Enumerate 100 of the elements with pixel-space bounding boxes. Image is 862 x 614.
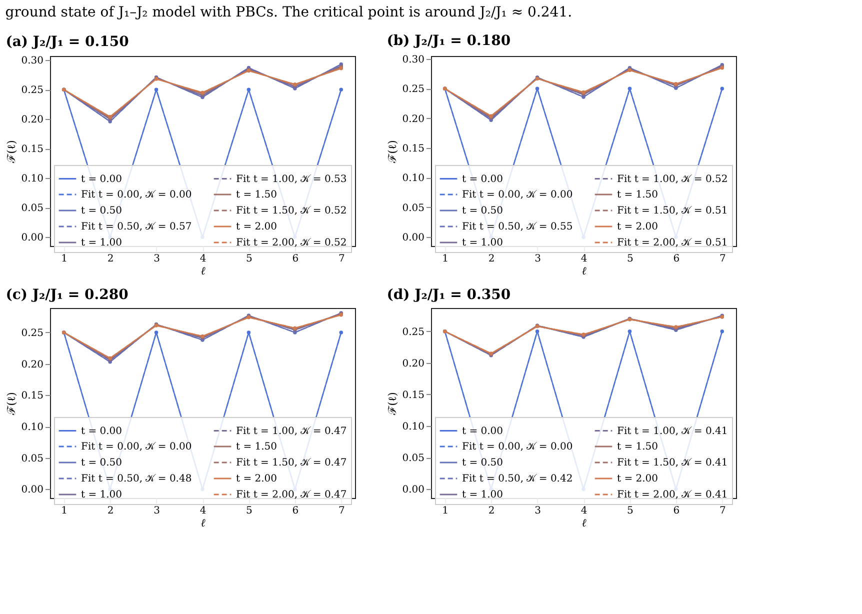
legend-label: Fit t = 1.50, 𝒦 = 0.51 — [617, 206, 728, 216]
x-tick-label: 7 — [338, 506, 345, 516]
chart-title: (b) J₂/J₁ = 0.180 — [386, 32, 511, 49]
x-tick-label: 4 — [200, 506, 206, 516]
legend-label: Fit t = 1.00, 𝒦 = 0.47 — [236, 426, 347, 437]
x-tick-label: 3 — [154, 506, 160, 516]
legend-label: t = 2.00 — [617, 474, 658, 484]
x-tick-label: 2 — [488, 506, 495, 516]
legend-label: Fit t = 0.50, 𝒦 = 0.57 — [81, 222, 192, 232]
point — [628, 86, 632, 91]
y-tick-label: 0.30 — [402, 54, 424, 66]
legend-label: t = 2.00 — [236, 474, 278, 484]
y-tick-label: 0.10 — [21, 174, 44, 185]
y-tick-label: 0.20 — [21, 114, 44, 126]
x-tick-label: 1 — [442, 254, 449, 264]
legend-label: t = 1.50 — [617, 442, 658, 452]
y-tick-label: 0.00 — [402, 232, 424, 244]
x-tick-label: 1 — [61, 506, 68, 516]
legend-label: Fit t = 0.00, 𝒦 = 0.00 — [81, 190, 192, 200]
legend-label: t = 0.50 — [462, 206, 504, 216]
legend-label: Fit t = 2.00, 𝒦 = 0.47 — [236, 490, 347, 500]
x-tick-label: 5 — [627, 254, 634, 264]
legend-label: Fit t = 1.00, 𝒦 = 0.52 — [617, 174, 728, 185]
legend-label: t = 0.00 — [81, 174, 122, 185]
y-tick-label: 0.00 — [402, 484, 424, 496]
x-tick-label: 5 — [246, 506, 252, 516]
x-tick-label: 4 — [580, 506, 588, 516]
chart-title: (a) J₂/J₁ = 0.150 — [6, 34, 130, 50]
x-tick-label: 7 — [719, 254, 726, 264]
y-axis-title: ℱ(ℓ) — [5, 140, 18, 164]
legend-label: Fit t = 0.50, 𝒦 = 0.55 — [462, 222, 573, 232]
point — [154, 330, 158, 334]
legend-label: Fit t = 1.50, 𝒦 = 0.52 — [236, 206, 347, 216]
x-tick-label: 3 — [534, 506, 541, 516]
legend-label: t = 1.50 — [617, 190, 658, 200]
point — [628, 329, 632, 334]
x-tick-label: 5 — [627, 506, 634, 516]
x-tick-label: 7 — [719, 506, 726, 516]
y-tick-label: 0.25 — [402, 326, 424, 338]
y-tick-label: 0.05 — [21, 203, 44, 214]
legend-label: t = 0.50 — [462, 458, 504, 468]
y-tick-label: 0.15 — [402, 144, 424, 155]
x-tick-label: 1 — [442, 506, 449, 516]
point — [339, 88, 344, 92]
y-tick-label: 0.15 — [402, 390, 424, 401]
legend-label: t = 1.00 — [462, 238, 504, 248]
legend-label: Fit t = 1.50, 𝒦 = 0.47 — [236, 458, 347, 468]
legend-label: Fit t = 1.00, 𝒦 = 0.41 — [617, 426, 728, 437]
legend-label: t = 2.00 — [617, 222, 658, 232]
y-tick-label: 0.30 — [21, 56, 44, 67]
legend-label: t = 1.50 — [236, 190, 278, 200]
y-tick-label: 0.05 — [402, 453, 424, 464]
legend-label: Fit t = 0.00, 𝒦 = 0.00 — [81, 442, 192, 452]
point — [535, 329, 540, 334]
y-tick-label: 0.15 — [21, 144, 44, 156]
legend-label: t = 0.50 — [81, 206, 122, 216]
legend-label: t = 1.00 — [81, 238, 122, 248]
y-axis-title: ℱ(ℓ) — [386, 392, 400, 416]
legend-label: Fit t = 2.00, 𝒦 = 0.51 — [617, 238, 728, 248]
point — [339, 330, 344, 334]
legend-label: t = 1.00 — [81, 490, 122, 500]
y-tick-label: 0.25 — [21, 85, 44, 96]
point — [246, 330, 251, 334]
legend-label: Fit t = 2.00, 𝒦 = 0.41 — [617, 490, 728, 500]
legend-label: t = 0.00 — [81, 426, 122, 437]
point — [720, 329, 724, 334]
y-tick-label: 0.05 — [21, 453, 44, 464]
legend-label: Fit t = 0.00, 𝒦 = 0.00 — [462, 190, 573, 200]
point — [720, 86, 724, 91]
y-axis-title: ℱ(ℓ) — [5, 392, 18, 416]
x-tick-label: 4 — [200, 254, 206, 264]
x-tick-label: 6 — [292, 254, 299, 264]
x-tick-label: 6 — [292, 506, 299, 516]
legend-label: t = 0.00 — [462, 426, 504, 437]
y-tick-label: 0.00 — [21, 484, 44, 496]
x-tick-label: 6 — [673, 254, 680, 264]
legend-label: t = 0.50 — [81, 458, 122, 468]
legend-label: Fit t = 1.50, 𝒦 = 0.41 — [617, 458, 728, 468]
point — [246, 88, 251, 92]
y-tick-label: 0.20 — [21, 359, 44, 370]
legend-label: t = 2.00 — [236, 222, 278, 232]
legend-label: Fit t = 2.00, 𝒦 = 0.52 — [236, 238, 347, 248]
point — [154, 88, 158, 92]
y-tick-label: 0.00 — [21, 232, 44, 244]
x-tick-label: 2 — [107, 254, 114, 264]
x-tick-label: 2 — [107, 506, 114, 516]
x-tick-label: 6 — [673, 506, 680, 516]
chart-title: (d) J₂/J₁ = 0.350 — [386, 287, 511, 303]
x-tick-label: 5 — [246, 254, 252, 264]
legend-label: Fit t = 0.00, 𝒦 = 0.00 — [462, 442, 573, 452]
x-axis-title: ℓ — [200, 516, 206, 530]
legend-label: Fit t = 1.00, 𝒦 = 0.53 — [236, 174, 347, 185]
point — [535, 86, 540, 91]
y-tick-label: 0.10 — [402, 422, 424, 433]
y-tick-label: 0.25 — [21, 328, 44, 339]
y-tick-label: 0.10 — [21, 422, 44, 434]
legend-label: Fit t = 0.50, 𝒦 = 0.48 — [81, 474, 192, 484]
y-tick-label: 0.25 — [402, 84, 424, 96]
text: ground state of J₁–J₂ model with PBCs. The critical point is around J₂/J₁ ≈ 0.241. — [5, 4, 572, 20]
legend-label: Fit t = 0.50, 𝒦 = 0.42 — [462, 474, 573, 484]
